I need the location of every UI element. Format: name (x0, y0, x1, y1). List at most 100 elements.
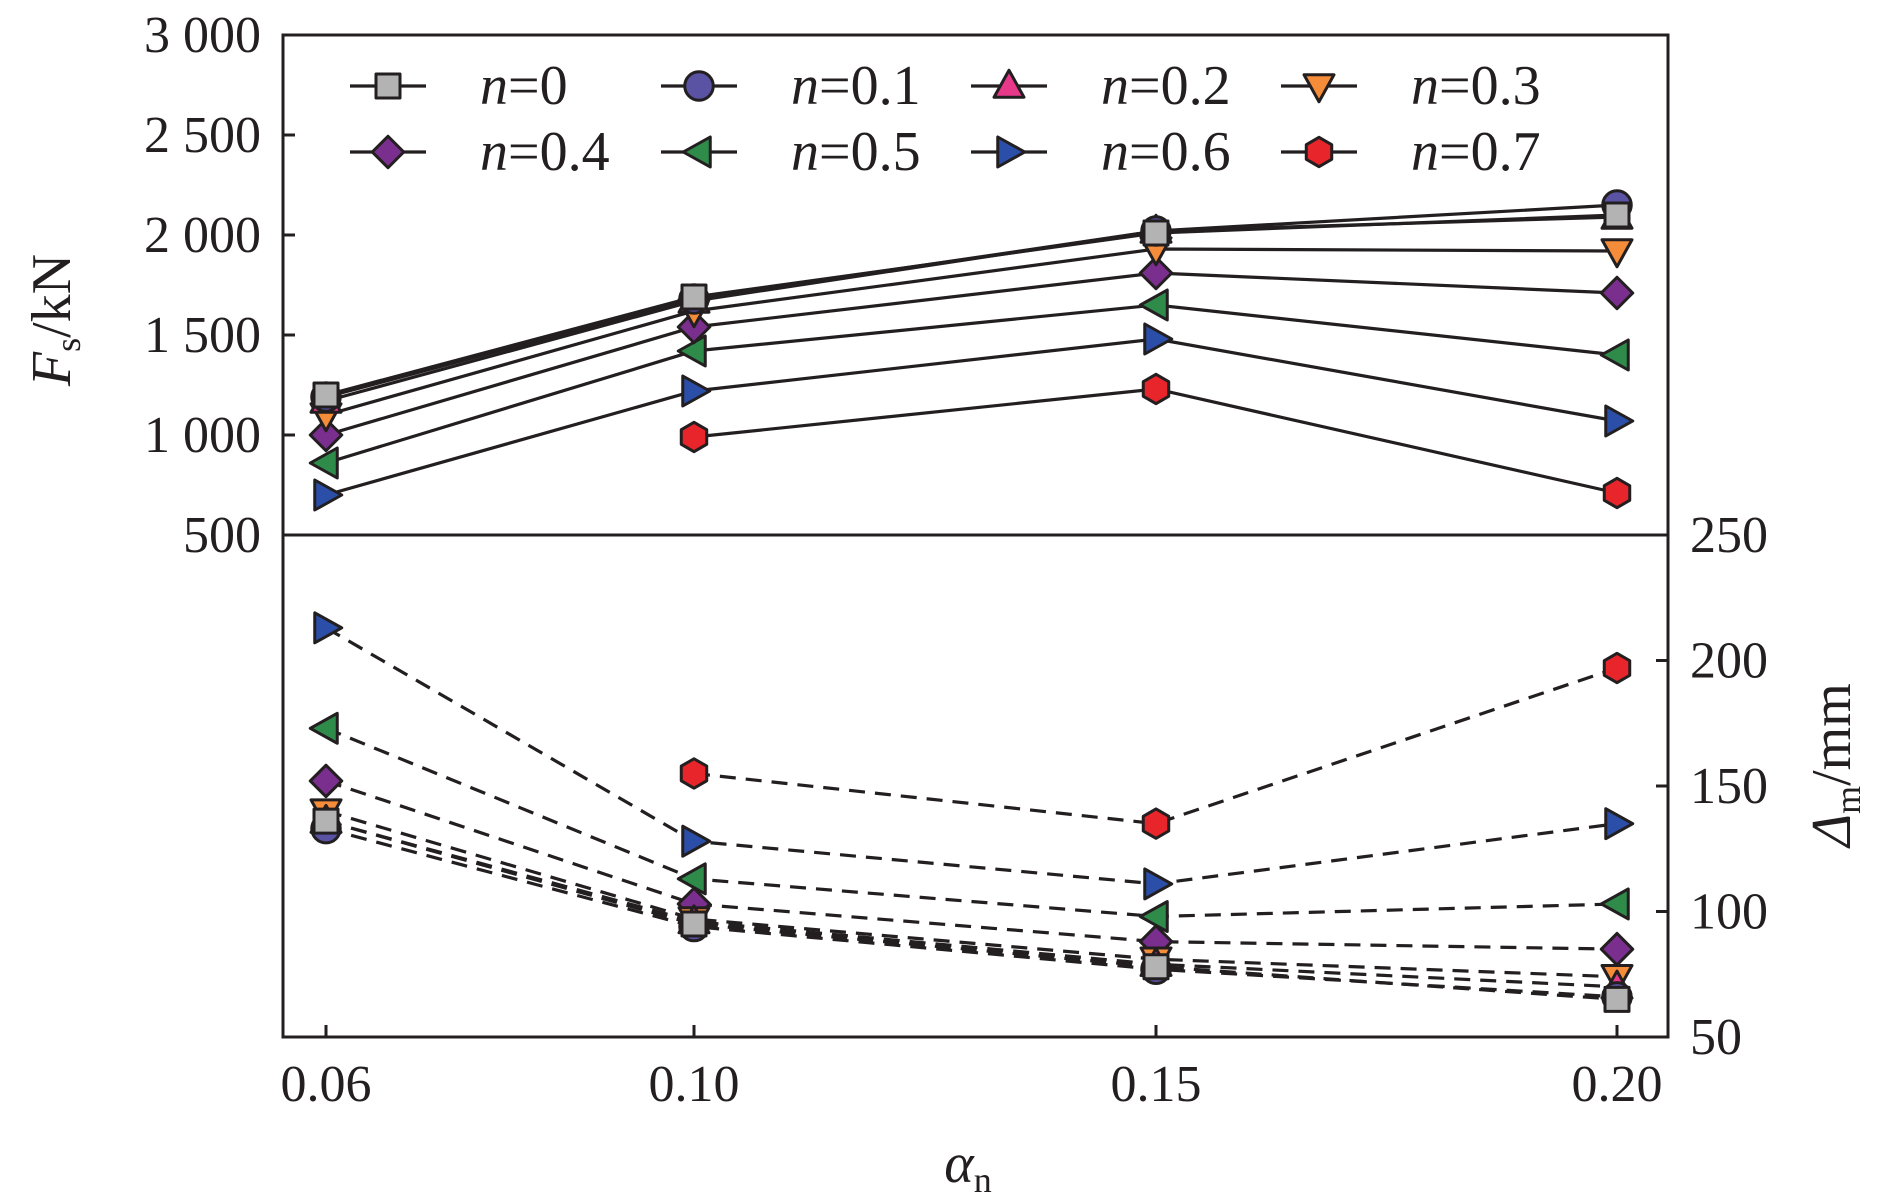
top-point-series-6 (681, 374, 712, 408)
bottom-line-series-5 (325, 726, 1618, 919)
top-point-series-4 (1138, 255, 1174, 291)
bottom-y-axis-var: Δ (1801, 814, 1863, 849)
top-point-series-0 (680, 283, 708, 311)
bottom-point-series-5 (1138, 900, 1169, 934)
x-tick-label: 0.06 (281, 1056, 372, 1113)
top-y-axis-var: F (21, 351, 83, 387)
top-point-series-6 (1604, 404, 1635, 438)
bottom-point-series-0 (680, 910, 708, 938)
legend-marker (992, 68, 1026, 99)
top-line-series-3 (325, 247, 1618, 417)
bottom-y-axis-unit: /mm (1801, 683, 1863, 786)
top-y-tick-label: 3 000 (144, 7, 261, 64)
legend-entry-4: n=0.4 (350, 121, 610, 183)
bottom-point-series-5 (1599, 887, 1630, 921)
bottom-y-tick-label: 100 (1690, 884, 1768, 941)
legend: n=0 n=0.1 n=0.2 n=0.3 n=0.4 n=0.5 n=0.6 n=0.7 (350, 55, 1541, 183)
bottom-panel-lines (325, 626, 1618, 1001)
legend-entry-2: n=0.2 (971, 55, 1231, 117)
legend-marker (1302, 73, 1336, 104)
data-markers (308, 189, 1635, 1013)
top-point-series-5 (308, 446, 339, 480)
bottom-point-series-7 (1141, 807, 1171, 840)
top-panel-lines (325, 203, 1618, 497)
legend-entry-3: n=0.3 (1281, 55, 1541, 117)
legend-entry-6: n=0.6 (971, 121, 1231, 183)
top-y-axis-unit: /kN (21, 254, 83, 338)
bottom-line-series-1 (325, 827, 1618, 999)
x-tick-label: 0.20 (1572, 1056, 1663, 1113)
top-y-axis-sub: s (48, 338, 88, 352)
legend-entry-0: n=0 (350, 55, 568, 117)
bottom-point-series-6 (1604, 807, 1635, 841)
legend-entry-1: n=0.1 (661, 55, 921, 117)
top-point-series-4 (1599, 275, 1635, 311)
legend-marker (374, 72, 402, 100)
top-point-series-5 (1138, 288, 1169, 322)
legend-entry-5: n=0.5 (661, 121, 921, 183)
bottom-line-series-6 (325, 626, 1618, 886)
top-point-series-7 (1602, 476, 1632, 510)
bottom-point-series-0 (1142, 953, 1170, 981)
top-point-series-4 (308, 417, 344, 453)
top-line-series-0 (325, 213, 1618, 397)
legend-label: n=0.2 (1101, 55, 1231, 117)
bottom-y-tick-label: 250 (1690, 507, 1768, 564)
top-y-tick-label: 1 000 (144, 407, 261, 464)
plot-frame (281, 33, 1670, 1039)
bottom-point-series-7 (679, 757, 709, 790)
legend-marker (996, 135, 1027, 169)
legend-entry-7: n=0.7 (1281, 121, 1541, 183)
top-point-series-3 (1600, 238, 1634, 269)
x-tick-label: 0.15 (1111, 1056, 1202, 1113)
bottom-point-series-0 (312, 807, 340, 835)
bottom-y-tick-label: 200 (1690, 633, 1768, 690)
bottom-line-series-4 (325, 779, 1618, 951)
legend-label: n=0.1 (791, 55, 921, 117)
top-point-series-5 (676, 334, 707, 368)
legend-marker (681, 135, 712, 169)
bottom-point-series-6 (681, 824, 712, 858)
legend-label: n=0.7 (1411, 121, 1541, 183)
svg-text:Δm/mm: Δm/mm (1801, 683, 1868, 849)
legend-label: n=0.5 (791, 121, 921, 183)
bottom-line-series-3 (325, 809, 1618, 979)
top-line-series-2 (325, 215, 1618, 403)
bottom-line-series-2 (325, 819, 1618, 989)
x-tick-label: 0.10 (649, 1056, 740, 1113)
x-axis-label: αn (944, 1133, 991, 1200)
top-y-tick-label: 500 (183, 507, 261, 564)
bottom-y-tick-label: 150 (1690, 758, 1768, 815)
top-y-tick-label: 2 000 (144, 207, 261, 264)
x-axis-sub: n (974, 1160, 992, 1200)
bottom-line-series-7 (693, 666, 1618, 826)
bottom-point-series-7 (1602, 651, 1632, 685)
bottom-point-series-5 (308, 711, 339, 745)
bottom-point-series-4 (1599, 931, 1635, 967)
legend-label: n=0.6 (1101, 121, 1231, 183)
bottom-point-series-4 (308, 763, 344, 799)
svg-text:Fs/kN: Fs/kN (21, 254, 88, 387)
bottom-point-series-5 (676, 862, 707, 896)
axis-ticks: 500 1 000 1 500 2 000 2 500 3 000 50 100 150 200 2… (144, 7, 1768, 1113)
bottom-y-axis-sub: m (1828, 786, 1868, 814)
legend-label: n=0.4 (480, 121, 610, 183)
top-y-tick-label: 2 500 (144, 107, 261, 164)
top-line-series-1 (325, 203, 1618, 399)
x-axis-var: α (944, 1133, 975, 1195)
bottom-point-series-6 (313, 611, 344, 645)
top-y-tick-label: 1 500 (144, 307, 261, 364)
legend-label: n=0 (480, 55, 568, 117)
legend-marker (683, 70, 715, 102)
top-point-series-6 (1143, 322, 1174, 356)
top-point-series-0 (1142, 219, 1170, 247)
legend-marker (370, 134, 406, 170)
bottom-point-series-0 (1603, 985, 1631, 1013)
top-y-axis-label: Fs/kN (21, 254, 88, 387)
legend-marker (1304, 135, 1334, 169)
top-line-series-6 (325, 337, 1618, 497)
top-point-series-0 (1603, 201, 1631, 229)
top-point-series-7 (1141, 372, 1171, 406)
top-line-series-5 (325, 303, 1618, 465)
